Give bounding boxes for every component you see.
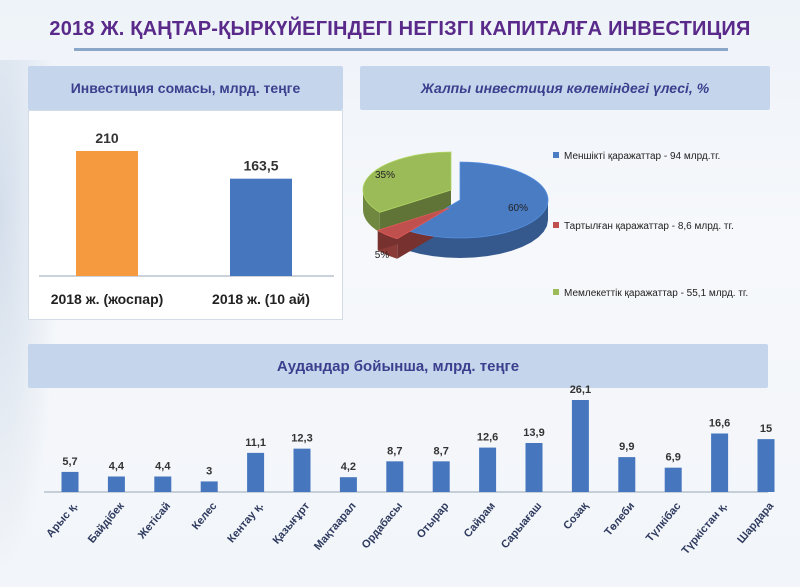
district-value-label-10: 13,9	[523, 427, 544, 439]
district-bar-4	[247, 452, 265, 492]
district-value-label-0: 5,7	[62, 456, 77, 468]
investment-share-header: Жалпы инвестиция көлеміндегі үлесі, %	[360, 66, 770, 110]
page-title: 2018 Ж. ҚАҢТАР-ҚЫРКҮЙЕГІНДЕГІ НЕГІЗГІ КА…	[49, 18, 751, 40]
pie-slice-1	[376, 207, 450, 240]
district-value-label-11: 26,1	[570, 384, 591, 396]
pie-side-2	[363, 189, 380, 233]
pie-wall-2-0	[379, 190, 451, 233]
district-category-label-5: Қазығұрт	[271, 500, 313, 547]
pie-percent-label-1: 5%	[375, 250, 390, 261]
district-bar-10	[525, 443, 543, 492]
pie-percent-label-0: 60%	[508, 203, 528, 214]
district-category-label-0: Арыс қ.	[44, 500, 80, 540]
investment-amount-header: Инвестиция сомасы, млрд. теңге	[28, 66, 343, 110]
district-value-label-3: 3	[206, 465, 212, 477]
legend-label-0: Меншікті қаражаттар - 94 млрд.тг.	[564, 151, 720, 162]
district-bar-11	[571, 400, 589, 492]
district-category-label-7: Ордабасы	[360, 500, 406, 551]
district-bar-14	[711, 433, 729, 492]
district-category-label-11: Созақ	[561, 500, 591, 532]
district-value-label-1: 4,4	[109, 460, 125, 472]
district-category-label-6: Мақтаарал	[312, 500, 359, 552]
title-underline	[74, 48, 728, 51]
district-value-label-15: 15	[760, 423, 772, 435]
district-bar-15	[757, 439, 775, 492]
district-value-label-2: 4,4	[155, 460, 171, 472]
district-bar-9	[479, 447, 497, 492]
pie-side-0	[408, 200, 548, 258]
district-category-label-2: Жетісай	[135, 500, 173, 542]
district-value-label-5: 12,3	[291, 433, 312, 445]
investment-amount-chart: 210 2018 ж. (жоспар) 163,5 2018 ж. (10 ай)	[39, 130, 334, 307]
district-category-label-1: Байдібек	[86, 500, 127, 546]
value-label-0: 210	[95, 130, 119, 146]
investment-share-chart: 60% 5% 35% Меншікті қаражаттар - 94 млрд.тг…	[362, 151, 748, 299]
category-label-1: 2018 ж. (10 ай)	[212, 291, 310, 307]
district-category-label-3: Келес	[190, 500, 220, 532]
district-category-label-9: Сайрам	[462, 500, 498, 540]
district-bar-12	[618, 457, 636, 492]
legend-swatch-1	[553, 222, 559, 228]
district-value-label-14: 16,6	[709, 417, 730, 429]
district-category-label-14: Түркістан қ.	[680, 500, 730, 557]
legend-label-2: Мемлекеттік қаражаттар - 55,1 млрд. тг.	[564, 288, 748, 299]
district-category-label-15: Шардара	[735, 500, 777, 546]
pie-slice-0	[407, 161, 549, 239]
district-value-label-8: 8,7	[434, 445, 449, 457]
district-bar-8	[432, 461, 450, 492]
district-bar-5	[293, 448, 311, 492]
district-bar-1	[107, 476, 125, 492]
bar-0	[76, 151, 138, 276]
districts-header: Аудандар бойынша, млрд. теңге	[28, 344, 768, 388]
district-value-label-7: 8,7	[387, 445, 402, 457]
bar-1	[230, 178, 292, 276]
district-bar-0	[61, 471, 79, 492]
district-value-label-12: 9,9	[619, 441, 634, 453]
pie-slice-2	[362, 151, 452, 213]
district-bar-13	[664, 467, 682, 492]
district-value-label-9: 12,6	[477, 432, 498, 444]
district-bar-6	[339, 477, 357, 492]
investment-amount-panel: 210 2018 ж. (жоспар) 163,5 2018 ж. (10 ай)	[28, 110, 343, 320]
district-category-label-10: Сарыағаш	[499, 500, 544, 551]
district-category-label-13: Түлкібас	[644, 500, 684, 544]
districts-chart: 5,7 Арыс қ. 4,4 Байдібек 4,4 Жетісай 3 Келес 11,…	[44, 384, 777, 557]
district-category-label-4: Кентау қ.	[225, 500, 266, 545]
legend-label-1: Тартылған қаражаттар - 8,6 млрд. тг.	[564, 221, 734, 232]
district-value-label-13: 6,9	[666, 452, 681, 464]
district-bar-2	[154, 476, 172, 492]
pie-percent-label-2: 35%	[375, 170, 395, 181]
district-category-label-12: Төлеби	[602, 500, 637, 538]
district-value-label-4: 11,1	[245, 437, 266, 449]
legend-swatch-2	[553, 289, 559, 295]
legend-swatch-0	[553, 152, 559, 158]
value-label-1: 163,5	[243, 158, 278, 174]
district-bar-3	[200, 481, 218, 492]
district-category-label-8: Отырар	[415, 500, 452, 541]
district-bar-7	[386, 461, 404, 492]
district-value-label-6: 4,2	[341, 461, 356, 473]
category-label-0: 2018 ж. (жоспар)	[51, 291, 164, 307]
